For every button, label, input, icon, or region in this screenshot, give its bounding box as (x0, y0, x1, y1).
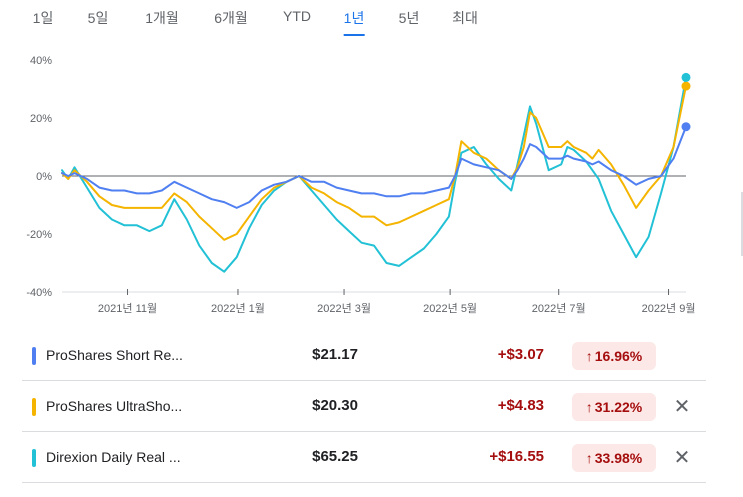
series-color-bar (32, 347, 36, 365)
series-end-point-cyan (681, 72, 691, 82)
percent-change: 16.96% (594, 348, 643, 364)
series-end-point-yellow (681, 81, 691, 91)
arrow-up-icon: ↑ (585, 399, 593, 415)
tab-6m[interactable]: 6개월 (214, 10, 248, 26)
list-item-direxion[interactable]: Direxion Daily Real ... $65.25 +$16.55 ↑… (22, 434, 706, 483)
tab-5y[interactable]: 5년 (398, 10, 420, 26)
close-icon[interactable]: ✕ (673, 396, 691, 418)
tab-5d[interactable]: 5일 (87, 10, 109, 26)
y-tick-label: 20% (30, 113, 52, 125)
price-change: +$16.55 (489, 448, 544, 465)
list-item-proshares-short[interactable]: ProShares Short Re... $21.17 +$3.07 ↑ 16… (22, 332, 706, 381)
price-change: +$4.83 (497, 397, 544, 414)
series-line-cyan (61, 76, 687, 273)
x-tick-label: 2022년 7월 (532, 302, 586, 315)
x-tick-label: 2022년 9월 (642, 302, 696, 315)
security-name: ProShares UltraSho... (46, 398, 183, 414)
x-tick-label: 2022년 5월 (423, 302, 477, 315)
close-icon[interactable]: ✕ (673, 447, 691, 469)
tab-1y[interactable]: 1년 (343, 8, 365, 36)
percent-change-badge: ↑ 31.22% (572, 393, 656, 421)
percent-change-badge: ↑ 16.96% (572, 342, 656, 370)
price: $65.25 (312, 448, 358, 465)
series-color-bar (32, 398, 36, 416)
series-line-yellow (61, 85, 687, 241)
price-change: +$3.07 (497, 346, 544, 363)
x-tick-label: 2021년 11월 (98, 302, 157, 315)
list-item-proshares-ultrashort[interactable]: ProShares UltraSho... $20.30 +$4.83 ↑ 31… (22, 383, 706, 432)
price: $20.30 (312, 397, 358, 414)
security-name: ProShares Short Re... (46, 347, 183, 363)
security-name: Direxion Daily Real ... (46, 449, 181, 465)
period-tabs: 1일 5일 1개월 6개월 YTD 1년 5년 최대 (0, 0, 743, 36)
y-tick-label: -20% (26, 229, 52, 241)
percent-change: 31.22% (594, 399, 643, 415)
percent-change: 33.98% (594, 450, 643, 466)
comparison-line-chart: 40% 20% 0% -20% -40% 2021년 11월 2022년 1월 2022년 3… (26, 55, 696, 315)
panel-divider (741, 192, 743, 256)
x-tick-label: 2022년 1월 (211, 302, 265, 315)
tab-1d[interactable]: 1일 (32, 10, 54, 26)
y-tick-label: 40% (30, 55, 52, 67)
x-tick-label: 2022년 3월 (317, 302, 371, 315)
tab-1m[interactable]: 1개월 (145, 10, 179, 26)
series-color-bar (32, 449, 36, 467)
y-tick-label: -40% (26, 287, 52, 299)
percent-change-badge: ↑ 33.98% (572, 444, 656, 472)
tab-ytd[interactable]: YTD (283, 8, 311, 24)
arrow-up-icon: ↑ (585, 450, 593, 466)
y-tick-label: 0% (36, 171, 52, 183)
arrow-up-icon: ↑ (585, 348, 593, 364)
series-line-blue (61, 125, 687, 209)
series-end-point-blue (681, 122, 691, 132)
tab-max[interactable]: 최대 (452, 10, 478, 26)
price: $21.17 (312, 346, 358, 363)
